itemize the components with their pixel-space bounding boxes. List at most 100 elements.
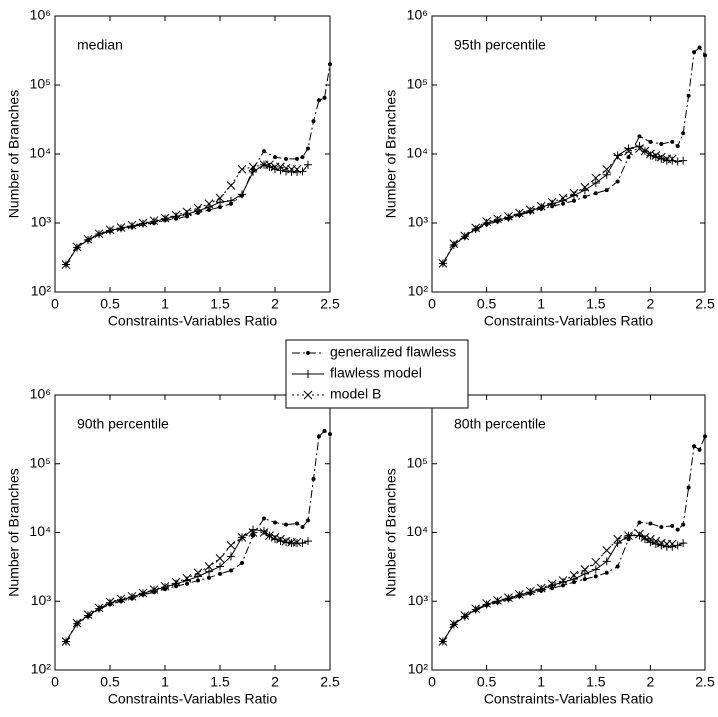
marker — [322, 95, 327, 100]
marker — [526, 206, 535, 215]
marker — [72, 618, 82, 628]
marker — [311, 119, 316, 124]
marker — [569, 570, 579, 580]
marker — [493, 216, 502, 225]
marker — [651, 536, 661, 546]
marker — [569, 188, 579, 198]
marker — [613, 539, 622, 548]
marker — [238, 190, 246, 199]
marker — [265, 160, 274, 170]
marker — [635, 531, 644, 540]
y-tick-label: 10⁶ — [30, 7, 51, 23]
marker — [582, 577, 587, 582]
marker — [659, 525, 664, 530]
marker — [317, 98, 321, 103]
marker — [295, 521, 299, 526]
marker — [515, 210, 524, 219]
series-line — [442, 148, 673, 264]
marker — [194, 572, 202, 581]
marker — [105, 225, 115, 235]
marker — [504, 593, 513, 602]
x-axis-label: Constraints-Variables Ratio — [108, 691, 278, 707]
x-tick-label: 0.5 — [477, 296, 497, 312]
marker — [602, 545, 612, 555]
marker — [637, 134, 642, 139]
marker — [249, 167, 257, 176]
x-tick-label: 2 — [647, 296, 655, 312]
marker — [558, 576, 568, 585]
marker — [83, 610, 93, 619]
marker — [646, 151, 655, 160]
y-tick-label: 10² — [31, 661, 52, 677]
marker — [311, 477, 316, 482]
marker — [602, 164, 612, 174]
marker — [171, 577, 181, 587]
y-tick-label: 10⁵ — [407, 76, 428, 92]
marker — [504, 211, 513, 221]
marker — [259, 528, 269, 537]
marker — [298, 167, 307, 176]
y-tick-label: 10³ — [408, 214, 429, 230]
marker — [265, 531, 274, 540]
marker — [273, 155, 277, 160]
marker — [218, 205, 222, 210]
marker — [679, 539, 688, 548]
marker — [547, 579, 557, 589]
marker — [237, 532, 247, 542]
marker — [460, 611, 470, 620]
marker — [681, 522, 686, 527]
marker — [304, 160, 312, 169]
series-line — [442, 46, 706, 264]
y-tick-label: 10² — [408, 283, 429, 299]
marker — [536, 583, 546, 593]
marker — [602, 170, 611, 179]
marker — [276, 537, 285, 546]
marker — [449, 619, 459, 629]
marker — [260, 527, 268, 536]
marker — [471, 224, 480, 233]
marker — [580, 569, 589, 578]
marker — [284, 156, 288, 161]
y-tick-label: 10⁶ — [407, 7, 428, 23]
marker — [670, 139, 675, 144]
marker — [322, 428, 327, 433]
marker — [615, 179, 620, 184]
marker — [482, 599, 491, 608]
marker — [604, 188, 609, 193]
marker — [160, 213, 170, 223]
y-axis-label: Number of Branches — [383, 468, 399, 596]
legend-label: flawless model — [330, 365, 422, 381]
marker — [635, 529, 644, 539]
marker — [686, 485, 691, 490]
marker — [172, 579, 180, 588]
marker — [281, 536, 291, 546]
marker — [127, 591, 137, 601]
x-tick-label: 2 — [271, 674, 279, 690]
marker — [471, 604, 481, 614]
legend-label: model B — [330, 386, 381, 402]
marker — [679, 156, 688, 165]
marker — [591, 178, 600, 187]
marker — [667, 539, 677, 549]
x-tick-label: 0 — [51, 296, 59, 312]
marker — [171, 210, 181, 220]
marker — [292, 164, 302, 174]
marker — [193, 203, 203, 213]
marker — [504, 213, 513, 222]
marker — [697, 447, 702, 452]
marker — [172, 212, 180, 221]
marker — [303, 390, 313, 400]
marker — [106, 598, 114, 607]
marker — [559, 578, 568, 587]
marker — [580, 565, 590, 574]
marker — [116, 594, 126, 604]
marker — [262, 149, 266, 154]
marker — [94, 229, 104, 239]
marker — [248, 162, 258, 172]
y-tick-label: 10² — [408, 661, 429, 677]
marker — [615, 564, 620, 569]
marker — [95, 604, 103, 613]
marker — [138, 218, 148, 228]
marker — [438, 259, 448, 268]
marker — [251, 533, 255, 538]
